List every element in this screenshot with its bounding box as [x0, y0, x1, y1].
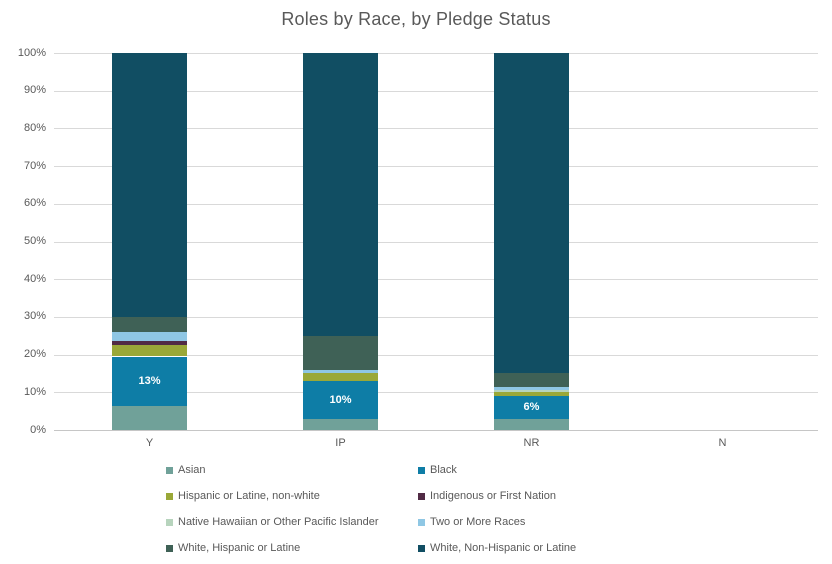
legend-label: Black [430, 464, 457, 476]
bar-segment [494, 390, 569, 393]
y-tick-label: 100% [17, 46, 46, 59]
bar-segment [494, 386, 569, 391]
gridline [54, 241, 818, 243]
bar-segment [494, 392, 569, 397]
y-tick-label: 50% [23, 235, 46, 247]
legend-label: Indigenous or First Nation [430, 490, 556, 502]
bar-segment [112, 405, 187, 430]
y-tick-label: 40% [23, 272, 46, 285]
bar-segment [303, 53, 378, 336]
gridline [54, 90, 818, 92]
y-tick-label: 70% [23, 159, 46, 172]
bar-segment [494, 53, 569, 374]
legend-swatch-icon [166, 466, 173, 474]
bar-data-label: 13% [138, 375, 161, 387]
legend-label: White, Hispanic or Latine [178, 542, 301, 554]
bar-segment [112, 53, 187, 317]
legend-item: Hispanic or Latine, non-white [166, 489, 416, 503]
bar-segment [112, 345, 187, 357]
legend-swatch-icon [418, 544, 425, 552]
legend-label: Hispanic or Latine, non-white [178, 490, 320, 502]
legend-swatch-icon [418, 518, 425, 526]
gridline [54, 392, 818, 394]
legend-item: White, Non-Hispanic or Latine [418, 541, 576, 555]
bar-segment [303, 369, 378, 374]
legend-label: Native Hawaiian or Other Pacific Islande… [178, 516, 379, 528]
bar-segment [303, 418, 378, 430]
bar-segment [303, 373, 378, 381]
bar-segment [494, 396, 569, 419]
y-tick-label: 30% [23, 310, 46, 323]
legend-item: Black [418, 463, 576, 477]
legend-swatch-icon [166, 544, 173, 552]
x-axis-label: N [718, 437, 727, 449]
y-tick-label: 0% [30, 423, 46, 436]
legend-item: Indigenous or First Nation [418, 489, 576, 503]
legend-item: Two or More Races [418, 515, 576, 529]
y-tick-label: 60% [23, 197, 46, 210]
bar-segment [112, 332, 187, 342]
legend-item: Native Hawaiian or Other Pacific Islande… [166, 515, 416, 529]
y-tick-label: 10% [23, 385, 46, 398]
legend-item: White, Hispanic or Latine [166, 541, 416, 555]
legend-swatch-icon [418, 466, 425, 474]
bar-data-label: 10% [329, 393, 352, 406]
legend-label: Two or More Races [430, 516, 526, 528]
legend-item: Asian [166, 463, 416, 477]
y-tick-label: 90% [23, 84, 46, 97]
chart-title: Roles by Race, by Pledge Status [281, 9, 551, 29]
gridline [54, 203, 818, 205]
bar-segment [303, 381, 378, 419]
bar-segment [112, 341, 187, 346]
x-axis-line [54, 430, 818, 431]
gridline [54, 279, 818, 281]
legend-label: Asian [178, 464, 206, 476]
x-axis-label: NR [523, 437, 540, 449]
bar-segment [494, 373, 569, 387]
bar-segment [303, 335, 378, 370]
gridline [54, 166, 818, 168]
gridline [54, 316, 818, 318]
legend: Asian Black Hispanic or Latine, non-white I… [166, 463, 576, 555]
bar-segment [112, 316, 187, 332]
legend-swatch-icon [418, 492, 425, 500]
legend-label: White, Non-Hispanic or Latine [430, 542, 577, 554]
bar-data-label: 6% [523, 401, 540, 414]
gridline [54, 53, 818, 54]
x-axis-label: IP [335, 437, 346, 449]
bar-segment [494, 418, 569, 430]
bar-segment [112, 356, 187, 406]
legend-swatch-icon [166, 492, 173, 500]
x-axis-label: Y [145, 437, 154, 449]
gridline [54, 128, 818, 130]
y-tick-label: 20% [23, 348, 46, 361]
legend-swatch-icon [166, 518, 173, 526]
y-tick-label: 80% [23, 121, 46, 134]
gridline [54, 354, 818, 356]
